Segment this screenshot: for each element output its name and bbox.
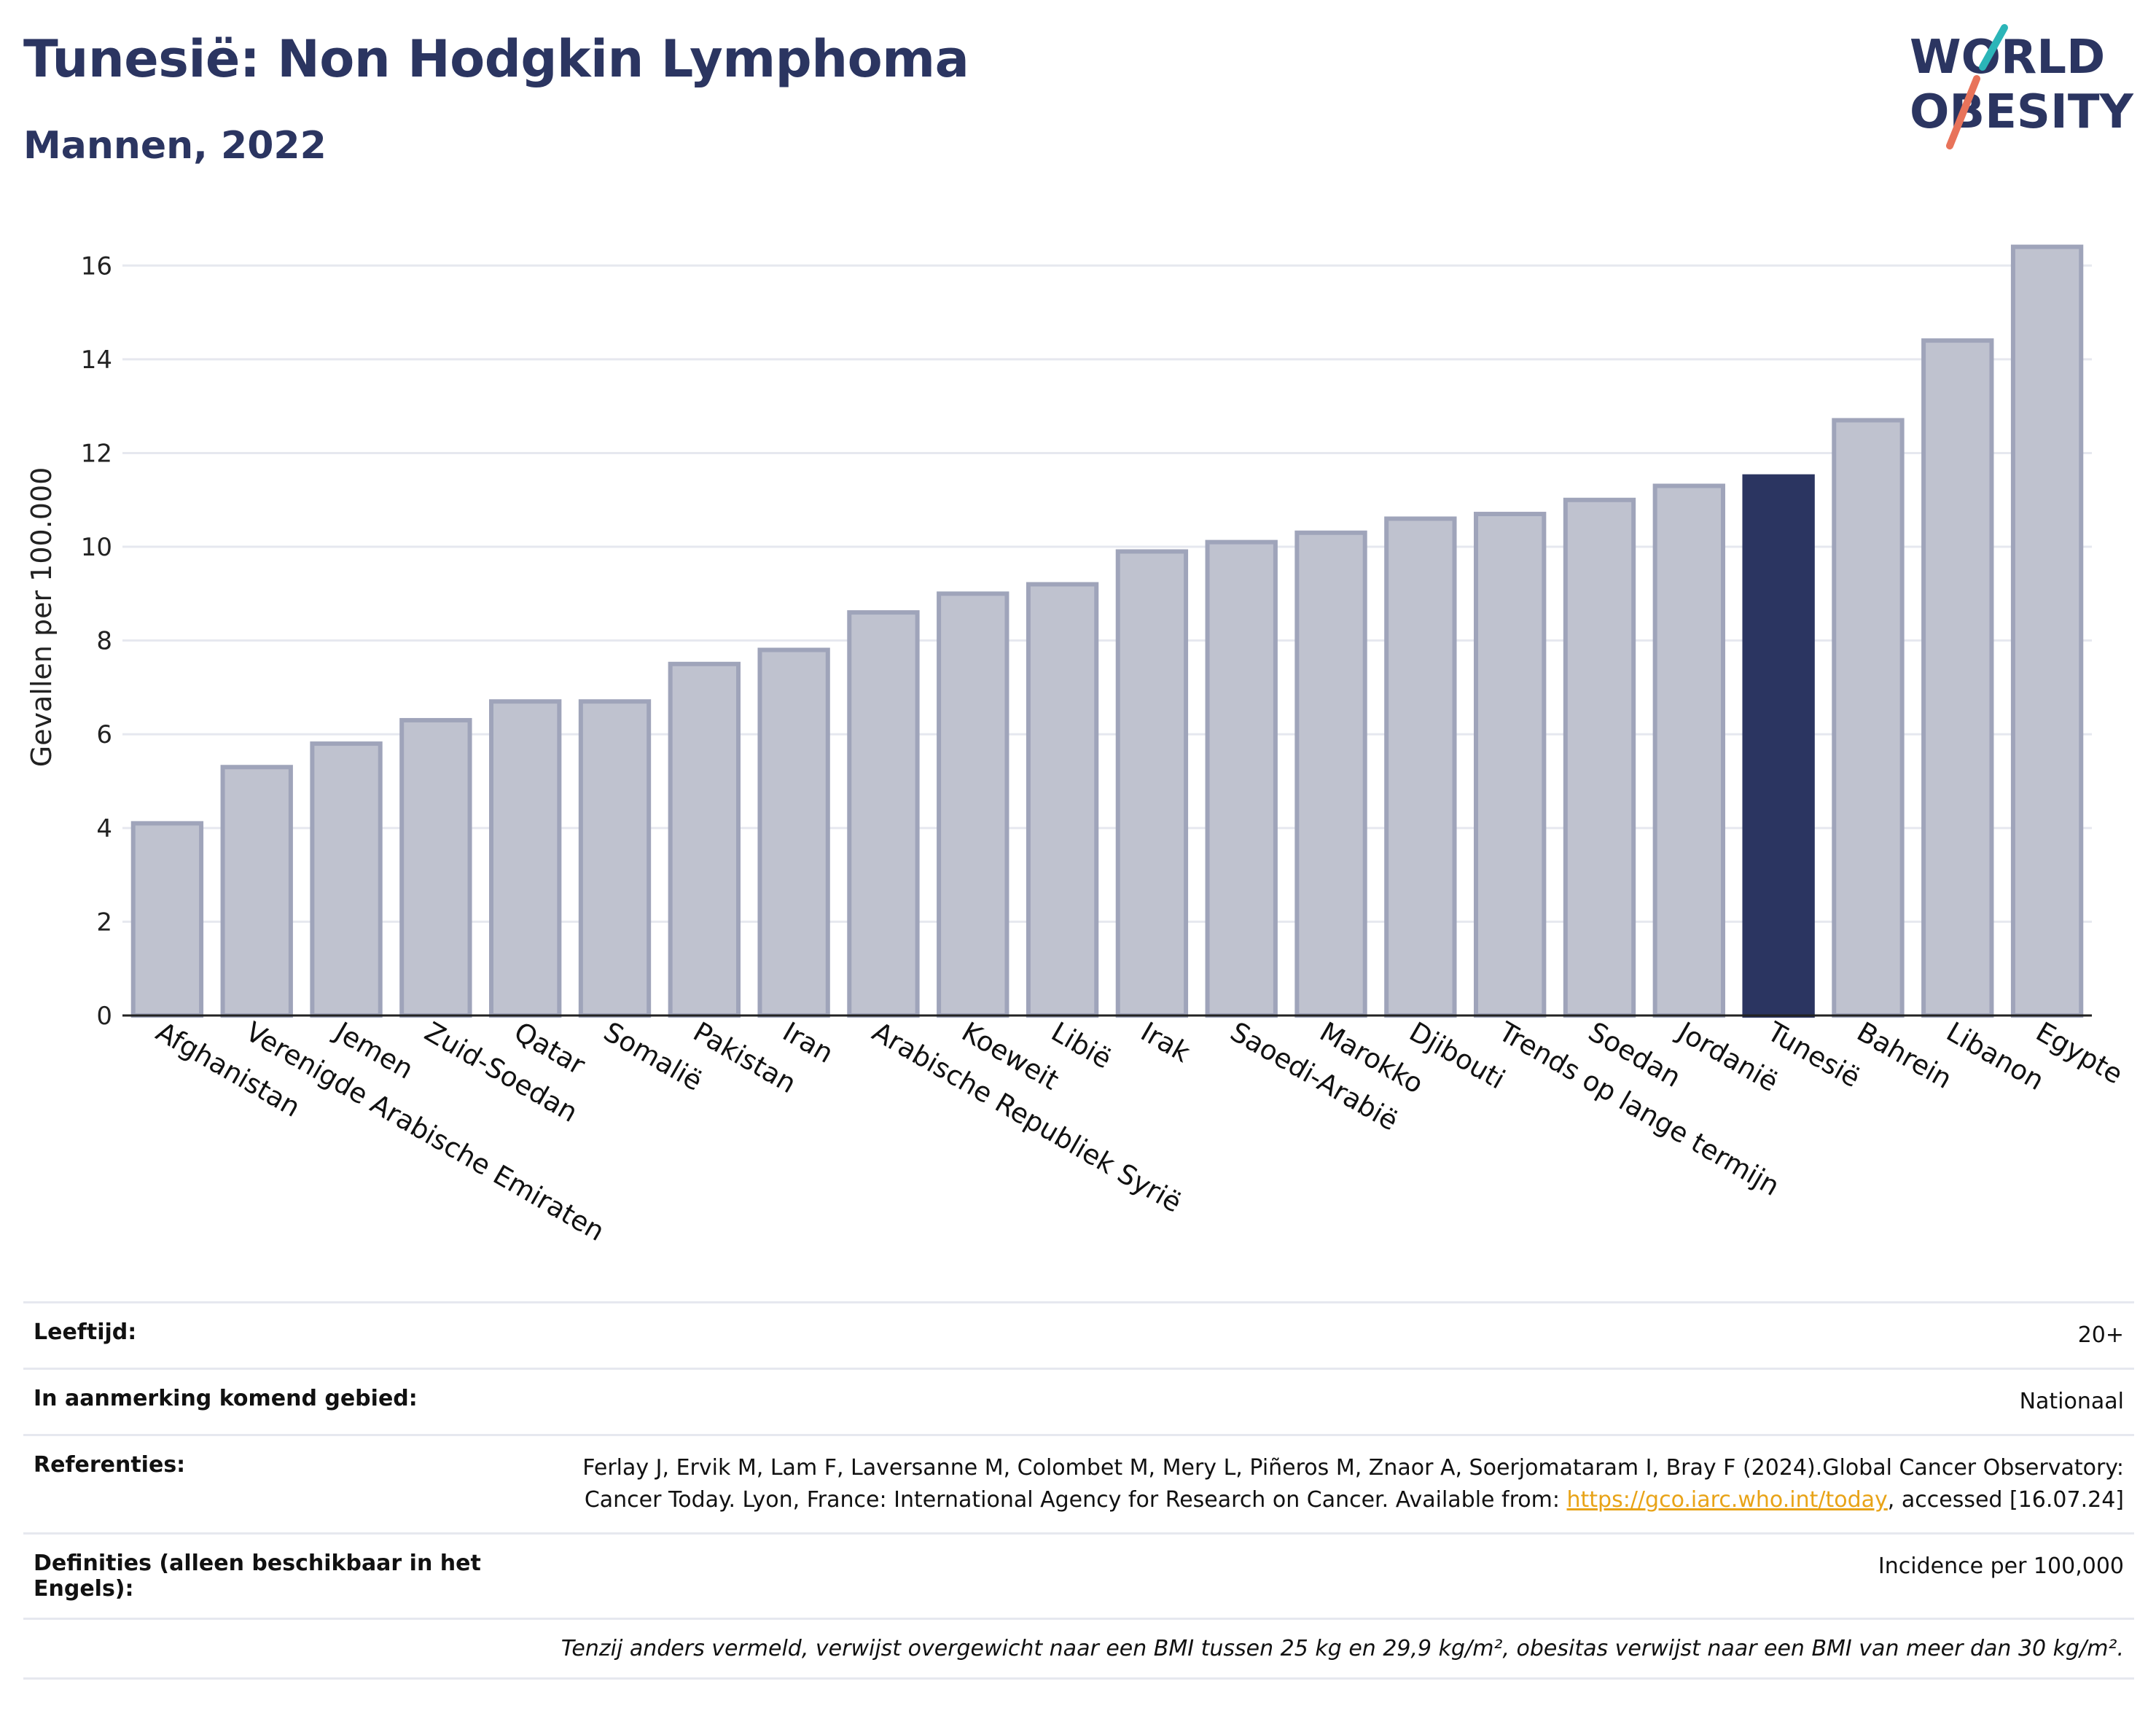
x-tick-label: Iran [778,1016,839,1069]
bar [489,699,562,1018]
bar [1742,474,1815,1018]
y-tick-label: 14 [81,346,112,375]
x-tick-label: Egypte [2031,1016,2128,1091]
x-tick-label: Pakistan [688,1016,802,1100]
bar [399,717,472,1018]
world-obesity-logo: WORLD OBESITY [1910,24,2133,149]
bar [1026,582,1099,1018]
meta-row-area: In aanmerking komend gebied: Nationaal [23,1368,2134,1435]
bar [1474,512,1547,1018]
bar [1115,549,1189,1018]
y-tick-label: 0 [96,1002,112,1031]
meta-row-note: Tenzij anders vermeld, verwijst overgewi… [23,1618,2134,1680]
y-tick-label: 10 [81,533,112,562]
bar [130,821,204,1018]
meta-row-references: Referenties: Ferlay J, Ervik M, Lam F, L… [23,1434,2134,1534]
reference-text: Ferlay J, Ervik M, Lam F, Laversanne M, … [582,1455,2124,1513]
bar [1384,516,1457,1018]
bar [847,610,920,1018]
bar [1921,338,1994,1018]
x-tick-label: Irak [1136,1016,1196,1069]
y-tick-label: 8 [96,627,112,656]
bar [937,591,1009,1018]
page-title: Tunesië: Non Hodgkin Lymphoma [23,29,969,89]
y-tick-label: 16 [81,252,112,281]
meta-key: Definities (alleen beschikbaar in het En… [23,1532,496,1619]
logo-line2: OBESITY [1910,85,2133,139]
y-tick-label: 6 [96,720,112,749]
meta-value: Incidence per 100,000 [496,1532,2134,1619]
meta-key: Leeftijd: [23,1301,496,1369]
meta-value: Ferlay J, Ervik M, Lam F, Laversanne M, … [496,1434,2134,1534]
bar [1205,539,1278,1018]
bar [220,765,293,1018]
logo-line1: WORLD [1910,31,2105,85]
logo-slash-coral [1946,75,1980,149]
bar [668,661,741,1018]
x-tick-label: Zuid-Soedan [419,1016,583,1128]
bar [578,699,652,1018]
y-tick-label: 12 [81,439,112,468]
bar [757,647,830,1018]
reference-accessed: , accessed [16.07.24] [1887,1487,2124,1513]
meta-row-age: Leeftijd: 20+ [23,1301,2134,1369]
y-tick-label: 4 [96,814,112,843]
y-tick-label: 2 [96,908,112,937]
page-subtitle: Mannen, 2022 [23,124,327,168]
x-tick-label: Somalië [598,1016,708,1097]
reference-link[interactable]: https://gco.iarc.who.int/today [1566,1487,1888,1513]
bar [1832,418,1905,1018]
bar [2010,244,2084,1018]
meta-key: Referenties: [23,1434,496,1534]
x-tick-label: Arabische Republiek Syrië [867,1016,1187,1219]
x-tick-label: Jordanië [1671,1015,1784,1099]
meta-value: Nationaal [496,1368,2134,1435]
footnote: Tenzij anders vermeld, verwijst overgewi… [23,1618,2134,1680]
meta-row-definitions: Definities (alleen beschikbaar in het En… [23,1532,2134,1619]
logo-slash-teal [1979,24,2008,71]
bar [1563,497,1636,1018]
meta-key: In aanmerking komend gebied: [23,1368,496,1435]
x-tick-label: Bahrein [1851,1016,1957,1095]
bar [1652,483,1725,1018]
meta-value: 20+ [496,1301,2134,1369]
bar [1294,530,1367,1018]
x-tick-label: Libanon [1941,1016,2049,1097]
y-axis-label: Gevallen per 100.000 [26,467,58,768]
bar [310,741,383,1018]
metadata-table: Leeftijd: 20+ In aanmerking komend gebie… [23,1301,2134,1680]
x-tick-label: Tunesië [1762,1015,1866,1093]
